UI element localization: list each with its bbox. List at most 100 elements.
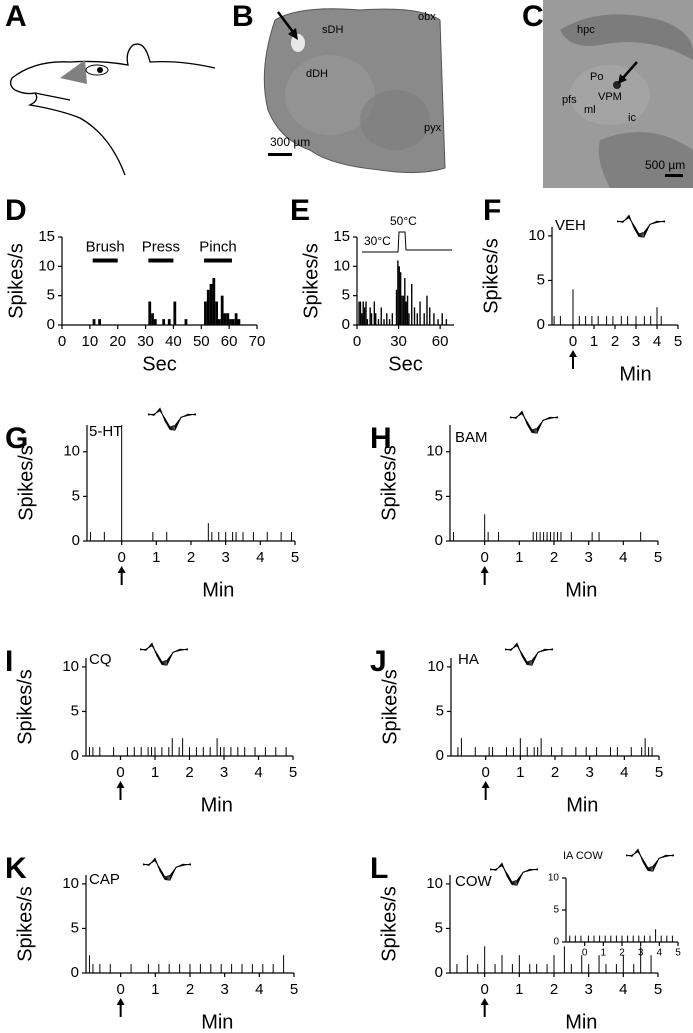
panel-letter: D — [5, 194, 27, 227]
x-tick-label: 2 — [619, 948, 625, 959]
bar — [416, 313, 418, 325]
bar — [399, 272, 402, 325]
x-tick-label: 0 — [481, 764, 489, 781]
stimulus-arrow-head — [480, 998, 489, 1005]
waveform-trace — [509, 411, 559, 432]
arrow — [621, 61, 638, 80]
x-tick-label: 2 — [611, 333, 619, 350]
y-tick-label: 0 — [71, 964, 79, 981]
bar — [397, 260, 399, 325]
panel-letter: G — [5, 422, 28, 455]
bar — [404, 278, 406, 325]
waveform-trace — [616, 215, 666, 236]
waveform-trace — [142, 858, 192, 879]
x-tick-label: 4 — [657, 948, 663, 959]
x-tick-label: 4 — [653, 333, 661, 350]
bar — [162, 319, 166, 325]
mouse-sketch — [9, 43, 216, 176]
bar — [391, 313, 394, 325]
x-tick-label: 1 — [590, 333, 598, 350]
stimulus-label: Press — [142, 238, 180, 255]
x-tick-label: 60 — [221, 333, 238, 350]
bar — [237, 319, 241, 325]
stimulus-label: Pinch — [199, 238, 237, 255]
stimulus-arrow-head — [569, 350, 577, 357]
bar — [231, 319, 235, 325]
region-label: Po — [590, 71, 603, 83]
x-tick-label: 3 — [584, 549, 592, 566]
waveform-trace — [139, 643, 189, 664]
temperature-label: 30°C — [364, 234, 391, 248]
bar — [437, 319, 439, 325]
bar — [151, 313, 154, 325]
y-axis-label: Spikes/s — [300, 243, 322, 319]
waveform-trace — [147, 409, 197, 429]
bar — [423, 313, 425, 325]
y-tick-label: 0 — [47, 316, 55, 333]
bar — [220, 295, 224, 325]
x-axis-label: Min — [619, 363, 651, 385]
waveform-trace — [504, 643, 554, 664]
x-tick-label: 3 — [585, 764, 593, 781]
y-tick-label: 5 — [435, 919, 443, 936]
waveform-trace — [489, 863, 539, 884]
x-tick-label: 60 — [432, 333, 449, 350]
y-axis-label: Spikes/s — [14, 886, 36, 962]
bar — [359, 301, 362, 325]
panel-letter: I — [5, 645, 13, 678]
panel-title: CQ — [89, 651, 112, 668]
bar — [223, 313, 227, 325]
arrow-head — [288, 28, 298, 40]
bar — [167, 319, 171, 325]
y-tick-label: 15 — [333, 228, 350, 245]
waveform-trace — [504, 644, 554, 664]
y-tick-label: 0 — [342, 316, 350, 333]
stimulus-arrow-head — [480, 566, 489, 573]
panel-title: COW — [455, 873, 493, 890]
region-label: hpc — [577, 24, 595, 36]
bar — [441, 313, 443, 325]
x-tick-label: 1 — [152, 549, 160, 566]
bar — [226, 313, 230, 325]
bar — [402, 295, 405, 325]
x-tick-label: 5 — [290, 981, 298, 998]
x-axis-label: Min — [202, 579, 234, 601]
panel-letter: C — [522, 0, 544, 33]
y-tick-label: 5 — [71, 702, 79, 719]
bar — [173, 301, 177, 325]
stimulus-arrow-head — [481, 781, 490, 788]
x-axis-label: Min — [201, 794, 233, 816]
y-tick-label: 10 — [528, 227, 545, 244]
waveform-trace — [509, 410, 559, 434]
waveform-trace — [616, 214, 666, 238]
y-axis-label: Spikes/s — [14, 669, 36, 745]
x-tick-label: 5 — [655, 764, 663, 781]
bar — [395, 289, 398, 325]
y-axis-label: Spikes/s — [378, 886, 400, 962]
panel-title: CAP — [89, 871, 120, 888]
y-tick-label: 5 — [47, 287, 55, 304]
region-label: pyx — [424, 122, 442, 134]
y-axis-label: Spikes/s — [379, 669, 401, 745]
bar — [204, 301, 207, 325]
bar — [209, 283, 213, 325]
x-tick-label: 3 — [638, 948, 644, 959]
bar — [215, 301, 218, 325]
bar — [383, 319, 385, 325]
section-texture — [360, 90, 430, 150]
x-tick-label: 20 — [109, 333, 126, 350]
x-tick-label: 3 — [220, 981, 228, 998]
x-tick-label: 0 — [569, 333, 577, 350]
y-tick-label: 10 — [548, 873, 560, 884]
panel-letter: A — [5, 0, 27, 33]
x-tick-label: 0 — [480, 981, 488, 998]
x-tick-label: 3 — [221, 549, 229, 566]
x-axis-label: Min — [566, 794, 598, 816]
waveform-trace — [139, 644, 189, 664]
panel-title: BAM — [455, 429, 488, 446]
y-tick-label: 5 — [71, 919, 79, 936]
y-axis-label: Spikes/s — [15, 445, 37, 521]
panel-title: 5-HT — [89, 423, 122, 440]
bar — [361, 313, 363, 325]
mouse-region — [60, 60, 87, 84]
